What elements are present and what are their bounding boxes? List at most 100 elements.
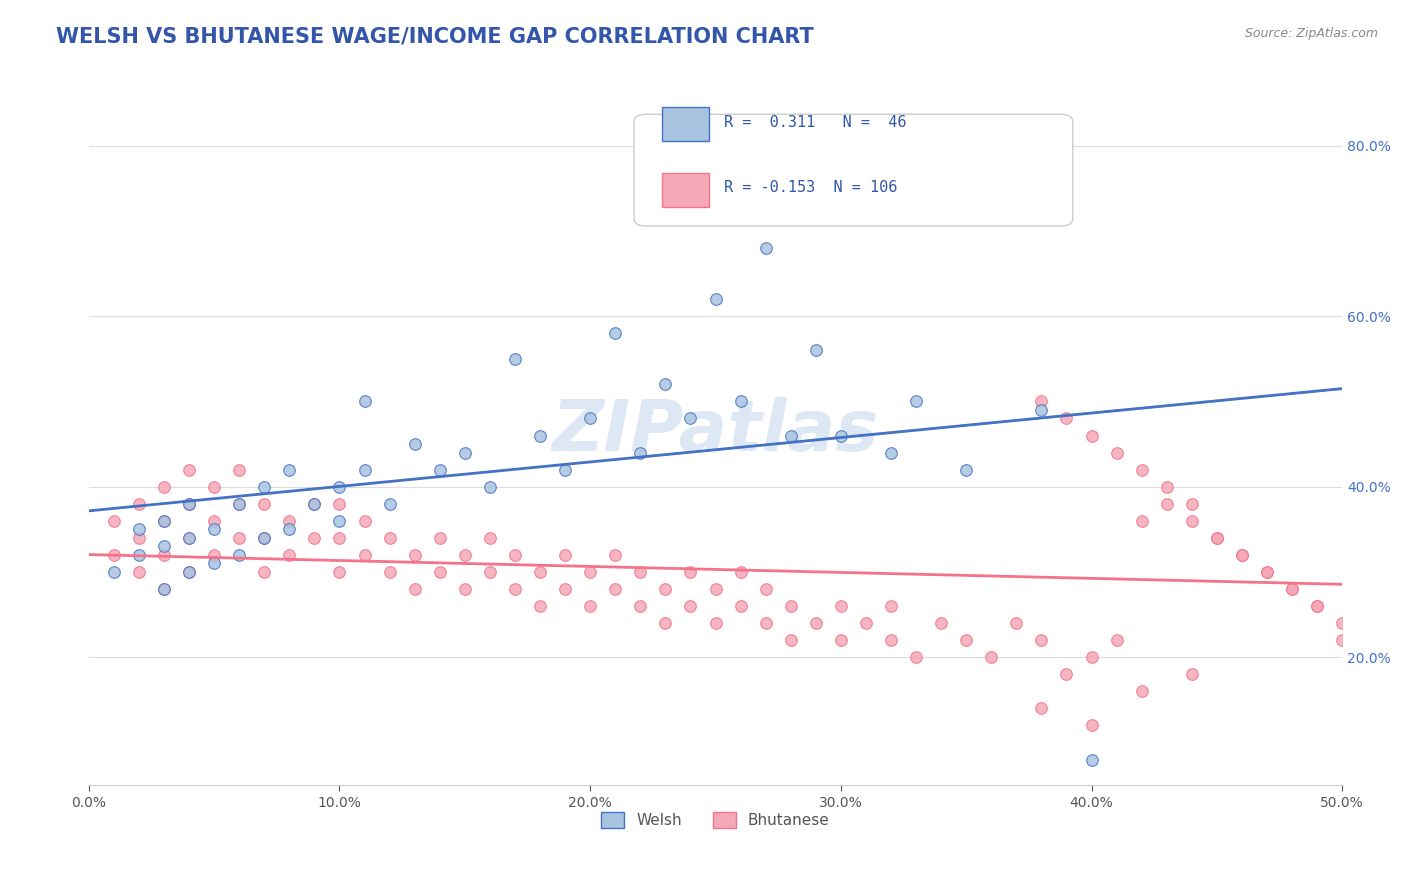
Point (1056, 667, 1078, 681)
Point (554, 462, 576, 476)
Text: Source: ZipAtlas.com: Source: ZipAtlas.com (1244, 27, 1378, 40)
Point (605, 582, 627, 596)
Point (1130, 684, 1153, 698)
Point (1206, 531, 1229, 545)
Point (353, 462, 375, 476)
Point (454, 548, 477, 562)
Point (804, 616, 827, 631)
Point (478, 480, 501, 494)
Point (128, 522, 150, 536)
Point (579, 599, 602, 613)
Point (529, 599, 551, 613)
Point (1331, 616, 1354, 631)
Text: R = -0.153  N = 106: R = -0.153 N = 106 (724, 179, 897, 194)
Point (679, 411, 702, 425)
Point (253, 497, 276, 511)
Point (605, 548, 627, 562)
Point (353, 548, 375, 562)
Point (228, 531, 250, 545)
Point (880, 599, 903, 613)
Point (529, 565, 551, 579)
Point (755, 241, 778, 255)
Point (253, 565, 276, 579)
Point (804, 343, 827, 358)
Point (378, 531, 401, 545)
Point (378, 497, 401, 511)
Point (905, 650, 928, 665)
Point (353, 394, 375, 409)
Point (503, 548, 526, 562)
Point (1080, 718, 1102, 732)
Point (429, 565, 451, 579)
Point (253, 480, 276, 494)
Text: R =  0.311   N =  46: R = 0.311 N = 46 (724, 114, 907, 129)
Point (1031, 633, 1053, 648)
Point (328, 480, 350, 494)
Point (278, 462, 301, 476)
Point (779, 599, 801, 613)
Point (328, 497, 350, 511)
Point (1031, 394, 1053, 409)
Point (153, 548, 176, 562)
Point (1005, 616, 1028, 631)
Point (1281, 582, 1303, 596)
Point (628, 445, 651, 459)
Point (228, 497, 250, 511)
Point (128, 565, 150, 579)
Point (1181, 667, 1204, 681)
Point (980, 650, 1002, 665)
Point (404, 437, 426, 451)
Point (503, 351, 526, 366)
Point (304, 531, 326, 545)
Point (228, 497, 250, 511)
Point (454, 445, 477, 459)
Point (378, 565, 401, 579)
Point (429, 531, 451, 545)
Point (1181, 497, 1204, 511)
Point (103, 565, 125, 579)
Point (554, 582, 576, 596)
Point (730, 394, 752, 409)
Point (503, 582, 526, 596)
Point (730, 599, 752, 613)
Point (177, 497, 200, 511)
Point (103, 548, 125, 562)
Point (202, 557, 225, 571)
Text: WELSH VS BHUTANESE WAGE/INCOME GAP CORRELATION CHART: WELSH VS BHUTANESE WAGE/INCOME GAP CORRE… (56, 27, 814, 46)
Point (1031, 701, 1053, 715)
Point (153, 514, 176, 528)
Point (404, 582, 426, 596)
Point (153, 582, 176, 596)
Point (955, 633, 977, 648)
Point (1156, 480, 1178, 494)
Point (704, 582, 727, 596)
Point (177, 565, 200, 579)
Point (278, 514, 301, 528)
FancyBboxPatch shape (634, 114, 1073, 226)
Point (679, 565, 702, 579)
Point (328, 514, 350, 528)
Point (905, 394, 928, 409)
Point (153, 582, 176, 596)
Point (228, 462, 250, 476)
Point (328, 565, 350, 579)
Point (1130, 462, 1153, 476)
Point (278, 548, 301, 562)
Point (103, 514, 125, 528)
Point (1056, 411, 1078, 425)
Point (228, 548, 250, 562)
Point (779, 633, 801, 648)
Point (304, 497, 326, 511)
Point (1256, 565, 1278, 579)
Point (628, 599, 651, 613)
Point (478, 565, 501, 579)
Point (929, 616, 952, 631)
Point (1130, 514, 1153, 528)
Point (128, 531, 150, 545)
Point (202, 480, 225, 494)
Point (328, 531, 350, 545)
Point (830, 428, 852, 442)
Point (1105, 633, 1128, 648)
Point (1206, 531, 1229, 545)
Legend: Welsh, Bhutanese: Welsh, Bhutanese (595, 805, 835, 834)
